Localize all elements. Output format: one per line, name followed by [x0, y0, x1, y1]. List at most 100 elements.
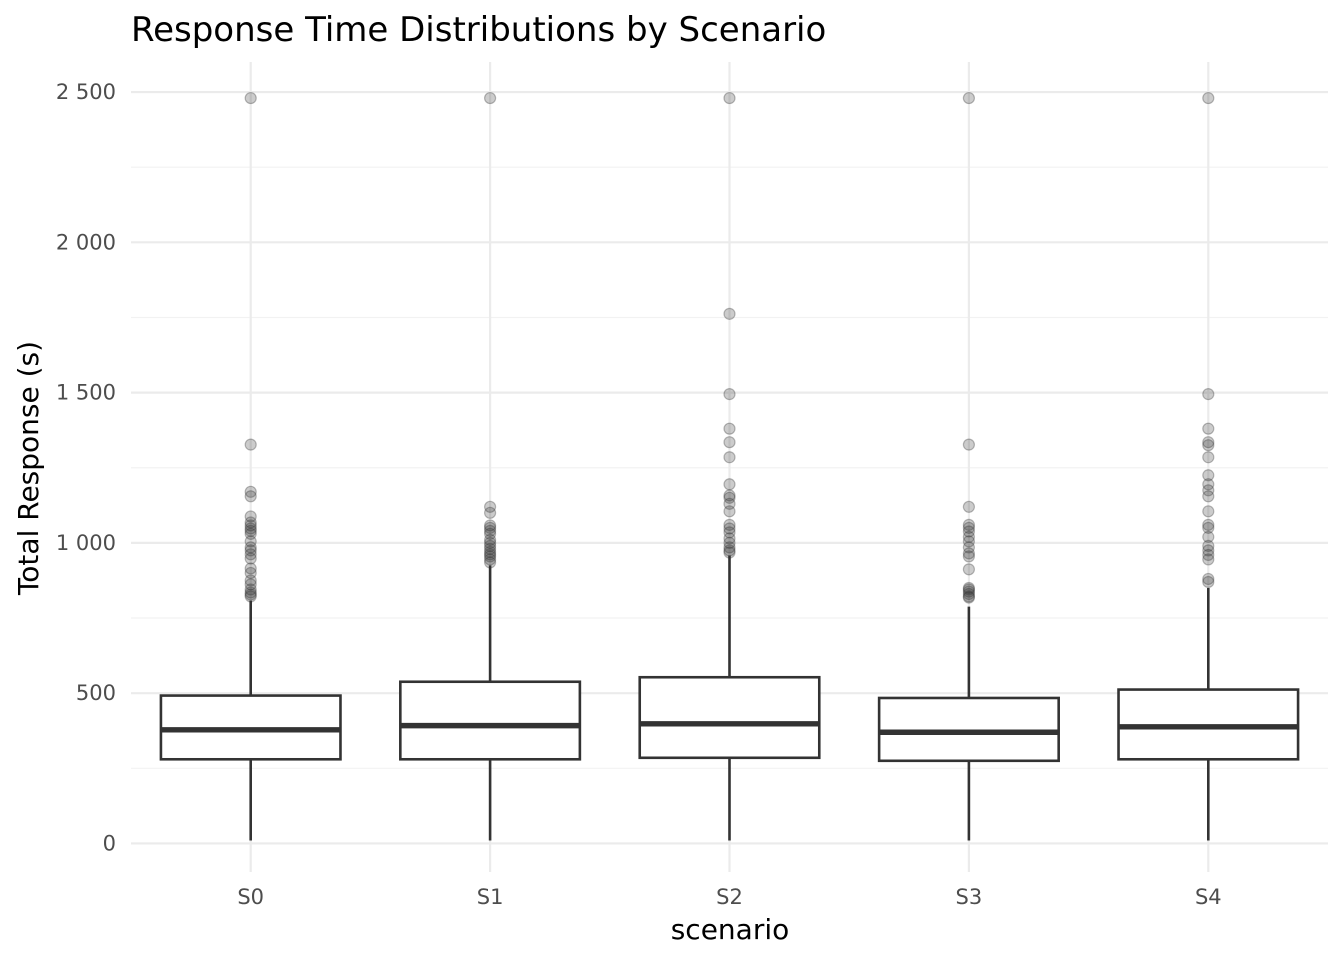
outlier-point: [484, 553, 497, 566]
outlier-point: [723, 388, 736, 401]
y-tick-label: 2 500: [56, 80, 116, 104]
outlier-point: [484, 524, 497, 537]
outlier-point: [723, 544, 736, 557]
outlier-point: [1202, 521, 1215, 534]
outlier-point: [1202, 530, 1215, 543]
outlier-point: [723, 436, 736, 449]
outlier-point: [1202, 572, 1215, 586]
outlier-point: [723, 497, 736, 510]
outlier-point: [962, 535, 976, 548]
outlier-point: [484, 500, 497, 513]
outlier-point: [244, 519, 257, 532]
y-tick-label: 2 000: [56, 230, 116, 254]
outlier-point: [484, 545, 497, 559]
outlier-point: [244, 527, 257, 540]
outlier-point: [962, 581, 976, 595]
outlier-point: [962, 583, 976, 596]
outlier-point: [244, 91, 257, 105]
outlier-point: [962, 591, 976, 604]
outlier-point: [244, 516, 257, 529]
outlier-point: [723, 526, 736, 539]
outlier-point: [484, 506, 497, 519]
outlier-point: [244, 485, 257, 498]
outlier-point: [1202, 484, 1215, 497]
outlier-point: [484, 539, 497, 552]
outlier-point: [1202, 439, 1215, 452]
box-s1: [399, 91, 582, 841]
outlier-point: [962, 438, 976, 451]
iqr-box: [638, 675, 821, 760]
outlier-point: [723, 546, 736, 559]
outlier-point: [723, 491, 736, 504]
box-s3: [877, 91, 1060, 841]
outlier-point: [723, 91, 736, 105]
outlier-point: [723, 532, 736, 545]
outlier-point: [244, 544, 257, 557]
outlier-point: [1202, 436, 1215, 449]
outlier-point: [723, 478, 736, 491]
outlier-point: [244, 583, 257, 596]
outlier-point: [962, 91, 976, 105]
outlier-point: [962, 585, 976, 598]
outlier-point: [723, 518, 736, 531]
outlier-point: [484, 536, 497, 549]
outlier-point: [244, 522, 257, 535]
outlier-point: [1202, 469, 1215, 482]
outlier-point: [1202, 548, 1215, 562]
outlier-point: [962, 521, 976, 534]
y-tick-label: 500: [76, 681, 116, 705]
outlier-point: [1202, 539, 1215, 552]
outlier-point: [244, 524, 257, 537]
outlier-point: [244, 490, 257, 503]
outlier-point: [484, 550, 497, 563]
outlier-point: [723, 522, 736, 535]
outlier-point: [962, 550, 976, 563]
box-s4: [1117, 91, 1300, 841]
y-tick-label: 0: [103, 831, 116, 855]
outlier-point: [484, 91, 497, 105]
box-s0: [159, 91, 342, 841]
outlier-point: [962, 518, 976, 531]
x-tick-label: S2: [716, 885, 743, 909]
outlier-point: [962, 500, 976, 513]
x-axis-tick-labels: S0 S1 S2 S3 S4: [237, 885, 1221, 909]
x-tick-label: S0: [237, 885, 264, 909]
y-tick-label: 1 500: [56, 381, 116, 405]
outlier-point: [1202, 478, 1215, 491]
iqr-box: [877, 696, 1060, 763]
x-tick-label: S3: [956, 885, 983, 909]
outlier-point: [1202, 490, 1215, 503]
outlier-point: [244, 548, 257, 561]
outlier-point: [1202, 451, 1215, 464]
outlier-point: [484, 521, 497, 534]
outlier-point: [1202, 575, 1215, 589]
outlier-point: [1202, 553, 1215, 566]
outlier-point: [962, 530, 976, 543]
boxplot-series: [159, 91, 1300, 841]
outlier-point: [962, 587, 976, 601]
outlier-point: [244, 510, 257, 523]
outlier-point: [1202, 388, 1215, 401]
outlier-point: [244, 566, 257, 580]
outlier-point: [244, 562, 257, 575]
outlier-point: [962, 590, 976, 603]
outlier-point: [484, 542, 497, 556]
outlier-point: [723, 489, 736, 502]
x-tick-label: S4: [1195, 885, 1222, 909]
outlier-point: [244, 574, 257, 587]
outlier-point: [723, 505, 736, 518]
y-axis-tick-labels: 0 500 1 000 1 500 2 000 2 500: [56, 80, 116, 855]
y-axis-title: Total Response (s): [12, 341, 45, 596]
x-axis-title: scenario: [671, 913, 790, 946]
outlier-point: [484, 556, 497, 569]
outlier-point: [244, 586, 257, 599]
box-s2: [638, 91, 821, 841]
outlier-point: [244, 535, 257, 548]
outlier-point: [962, 541, 976, 554]
outlier-point: [1202, 91, 1215, 105]
outlier-point: [484, 527, 497, 540]
x-tick-label: S1: [477, 885, 504, 909]
outlier-point: [1202, 544, 1215, 557]
outlier-point: [484, 519, 497, 532]
